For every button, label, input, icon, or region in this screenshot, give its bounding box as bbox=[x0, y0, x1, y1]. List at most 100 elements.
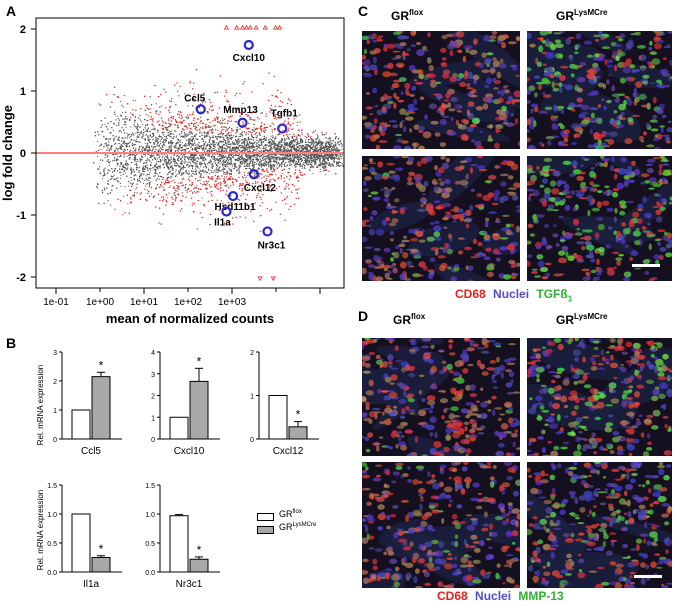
ma-point bbox=[181, 155, 183, 157]
ma-point bbox=[163, 159, 165, 161]
ma-point bbox=[226, 143, 228, 145]
ma-point bbox=[161, 157, 163, 159]
ma-point bbox=[173, 157, 175, 159]
ma-point bbox=[229, 157, 231, 159]
ma-point bbox=[185, 190, 187, 192]
ma-point bbox=[120, 174, 122, 176]
ma-point-significant bbox=[130, 196, 132, 198]
ma-point-significant bbox=[132, 195, 134, 197]
ma-point bbox=[199, 130, 201, 132]
ma-point bbox=[312, 139, 314, 141]
ma-point bbox=[187, 105, 189, 107]
ma-point bbox=[183, 162, 186, 164]
ma-point bbox=[114, 151, 116, 153]
ma-point bbox=[134, 173, 136, 175]
ma-point-significant bbox=[228, 108, 230, 110]
ma-point bbox=[106, 173, 108, 175]
ma-point bbox=[129, 158, 131, 160]
ma-point bbox=[247, 133, 249, 135]
ma-point bbox=[149, 131, 151, 133]
ma-point bbox=[131, 179, 133, 182]
ma-point bbox=[141, 149, 143, 151]
ma-point bbox=[213, 161, 215, 163]
ma-point bbox=[201, 197, 203, 199]
ma-point bbox=[259, 150, 261, 152]
ma-point bbox=[275, 137, 277, 139]
ma-point bbox=[100, 148, 102, 150]
ma-point bbox=[249, 148, 251, 150]
ma-point bbox=[244, 150, 246, 152]
ma-point bbox=[139, 119, 141, 121]
ma-point bbox=[170, 180, 172, 182]
ma-point bbox=[207, 133, 209, 135]
ma-point-significant bbox=[199, 116, 201, 118]
panel-label-a: A bbox=[6, 3, 17, 19]
ma-point bbox=[269, 138, 271, 140]
ma-point bbox=[336, 147, 338, 149]
ma-point bbox=[179, 141, 181, 143]
ma-point bbox=[247, 148, 249, 150]
ma-point bbox=[145, 114, 147, 116]
ma-point bbox=[155, 146, 157, 148]
ma-point bbox=[227, 116, 229, 118]
ma-point bbox=[338, 157, 340, 160]
ma-point bbox=[287, 143, 289, 145]
ma-point bbox=[108, 140, 110, 142]
ma-point bbox=[174, 191, 176, 193]
ma-point bbox=[328, 155, 330, 158]
ma-point-significant bbox=[223, 129, 225, 131]
ma-point bbox=[201, 170, 203, 172]
ma-point bbox=[190, 145, 193, 147]
ma-point bbox=[197, 147, 199, 149]
ma-point-significant bbox=[312, 132, 314, 134]
ma-point bbox=[288, 158, 290, 160]
ma-point bbox=[198, 168, 200, 170]
ma-point bbox=[243, 161, 245, 163]
ma-point bbox=[165, 180, 167, 182]
ma-point bbox=[132, 144, 134, 146]
ma-point bbox=[151, 136, 153, 138]
ma-point bbox=[331, 142, 333, 144]
ma-point-significant bbox=[316, 133, 318, 135]
ma-point-significant bbox=[216, 199, 218, 201]
ma-point bbox=[98, 145, 100, 147]
ma-point bbox=[235, 160, 237, 162]
ma-point bbox=[135, 143, 137, 146]
ma-point bbox=[232, 143, 234, 145]
ma-point bbox=[225, 171, 227, 173]
ma-point bbox=[247, 155, 249, 157]
ma-point bbox=[173, 161, 175, 163]
ma-point bbox=[117, 155, 119, 157]
ma-point bbox=[104, 123, 106, 125]
ma-point bbox=[185, 133, 187, 135]
ma-point bbox=[149, 172, 151, 174]
ma-point bbox=[231, 141, 233, 143]
ma-point bbox=[158, 178, 160, 180]
ma-point-significant bbox=[210, 186, 212, 188]
ma-point bbox=[101, 124, 103, 126]
ma-point bbox=[298, 142, 301, 145]
ma-point bbox=[189, 190, 191, 192]
ma-point-significant bbox=[319, 171, 321, 173]
ma-point bbox=[172, 160, 174, 163]
ma-point-significant bbox=[149, 112, 151, 114]
ma-point bbox=[287, 161, 290, 163]
ma-point bbox=[148, 130, 150, 132]
ma-point bbox=[229, 137, 231, 139]
ma-point bbox=[208, 173, 210, 175]
ma-point-significant bbox=[194, 125, 197, 127]
ma-point bbox=[190, 174, 192, 176]
ma-point-significant bbox=[224, 180, 226, 182]
ma-point bbox=[181, 141, 183, 144]
ma-point bbox=[148, 174, 150, 176]
ma-point bbox=[156, 178, 158, 180]
ma-point bbox=[191, 192, 194, 194]
ma-point bbox=[243, 171, 245, 174]
ma-point bbox=[265, 137, 267, 139]
ma-point bbox=[254, 141, 256, 143]
ma-point bbox=[118, 142, 120, 144]
ma-point bbox=[181, 162, 183, 164]
ma-point bbox=[187, 173, 190, 175]
ma-point bbox=[249, 160, 251, 162]
ma-point bbox=[174, 198, 177, 200]
